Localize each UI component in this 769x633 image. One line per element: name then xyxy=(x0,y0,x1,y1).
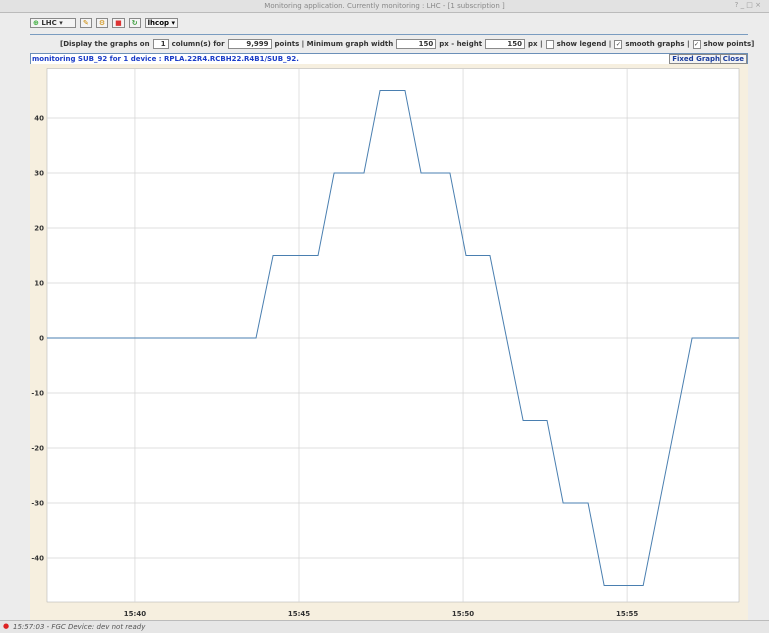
label: [Display the graphs on xyxy=(60,40,150,48)
window-title: Monitoring application. Currently monito… xyxy=(264,2,505,10)
context: LHC xyxy=(41,18,57,27)
checkbox-label: show legend | xyxy=(556,40,612,48)
user-menu[interactable]: lhcop ▾ xyxy=(144,17,178,28)
height-input[interactable]: 150 xyxy=(485,39,526,49)
label: px - height xyxy=(439,40,483,48)
y-tick-label: 0 xyxy=(39,335,44,343)
fixed-graph-button[interactable]: Fixed Graph xyxy=(669,54,723,64)
title-bar: Monitoring application. Currently monito… xyxy=(0,0,769,13)
x-tick-label: 15:40 xyxy=(124,610,146,618)
y-tick-label: 30 xyxy=(34,170,44,178)
label: points | Minimum graph width xyxy=(274,40,394,48)
status-bar: ● 15:57:03 - FGC Device: dev not ready xyxy=(0,620,769,633)
label: px | xyxy=(528,40,543,48)
icon[interactable]: ■ xyxy=(112,17,125,28)
toolbar: ⊕ LHC ▾ ✎ ⚙ ■ ↻ lhcop ▾ xyxy=(30,15,178,30)
columns-input[interactable]: 1 xyxy=(152,39,169,49)
icon[interactable]: ⚙ xyxy=(95,17,109,28)
checkbox[interactable]: ✓ xyxy=(692,39,701,49)
width-input[interactable]: 150 xyxy=(396,39,437,49)
checkbox-label: smooth graphs | xyxy=(625,40,690,48)
chart: -40 -30 -20 -10 0 10 20 30 40 15:40 15:45 15:50 15:5… xyxy=(30,64,748,620)
context-combo[interactable]: ⊕ LHC ▾ xyxy=(30,17,76,28)
plot-area xyxy=(46,68,740,603)
data-line xyxy=(47,90,739,586)
x-tick-label: 15:45 xyxy=(288,610,310,618)
checkbox-label: show points] xyxy=(703,40,755,48)
icon[interactable]: ✎ xyxy=(80,17,92,28)
points-input[interactable]: 9,999 xyxy=(227,39,272,49)
user: lhcop xyxy=(147,18,170,27)
panel-title: monitoring SUB_92 for 1 device : RPLA.22… xyxy=(32,55,299,63)
status-message: 15:57:03 - FGC Device: dev not ready xyxy=(13,623,146,631)
separator xyxy=(30,34,748,35)
icon[interactable]: ↻ xyxy=(128,17,141,28)
checkbox[interactable]: ✓ xyxy=(614,39,623,49)
x-tick-label: 15:50 xyxy=(452,610,474,618)
checkbox[interactable] xyxy=(545,39,554,49)
y-tick-label: -20 xyxy=(31,445,44,453)
label: column(s) for xyxy=(171,40,225,48)
y-tick-label: 40 xyxy=(34,115,44,123)
y-tick-label: -10 xyxy=(31,390,44,398)
y-tick-label: -40 xyxy=(31,555,44,563)
y-tick-label: 10 xyxy=(34,280,44,288)
y-tick-label: 20 xyxy=(34,225,44,233)
close-button[interactable]: Close xyxy=(719,54,747,64)
y-tick-label: -30 xyxy=(31,500,44,508)
error-icon: ● xyxy=(3,622,10,630)
x-tick-label: 15:55 xyxy=(616,610,638,618)
window-controls[interactable]: ? _ □ × xyxy=(734,1,761,9)
options-row: [Display the graphs on 1 column(s) for 9… xyxy=(60,39,754,49)
